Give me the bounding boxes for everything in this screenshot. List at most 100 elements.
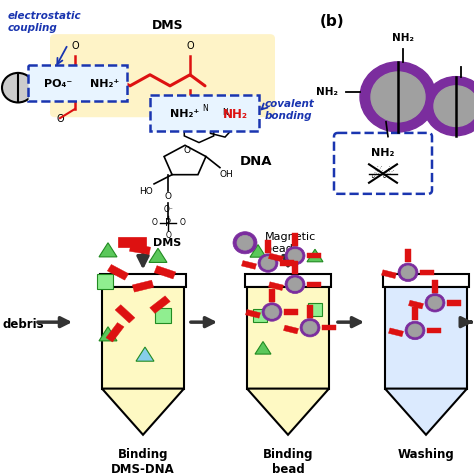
Bar xyxy=(155,308,171,323)
Text: O⁻: O⁻ xyxy=(163,205,173,214)
Circle shape xyxy=(233,232,257,254)
Polygon shape xyxy=(99,243,117,257)
Text: debris: debris xyxy=(2,319,44,331)
FancyBboxPatch shape xyxy=(334,133,432,194)
Polygon shape xyxy=(247,287,329,389)
Text: O: O xyxy=(186,41,194,51)
Circle shape xyxy=(258,254,278,272)
Text: OH: OH xyxy=(219,171,233,180)
Text: PO₄⁻: PO₄⁻ xyxy=(44,79,72,89)
Polygon shape xyxy=(250,245,266,257)
Bar xyxy=(389,328,403,337)
Text: NH₂: NH₂ xyxy=(371,148,395,158)
Text: Binding
bead: Binding bead xyxy=(263,447,313,474)
Polygon shape xyxy=(385,389,467,435)
Circle shape xyxy=(261,256,275,270)
Bar xyxy=(241,261,256,269)
Text: NH₂: NH₂ xyxy=(316,87,338,97)
Bar xyxy=(115,305,135,323)
Text: (b): (b) xyxy=(320,14,345,29)
Bar xyxy=(283,325,299,334)
Bar xyxy=(245,274,331,287)
Circle shape xyxy=(285,246,305,265)
Circle shape xyxy=(434,86,474,127)
Bar xyxy=(100,274,186,287)
Polygon shape xyxy=(99,327,117,341)
Bar xyxy=(129,244,151,255)
Bar xyxy=(280,260,294,266)
Text: ☄☄: ☄☄ xyxy=(371,166,395,181)
Bar xyxy=(268,253,283,262)
Text: N: N xyxy=(222,108,228,117)
Bar xyxy=(383,274,469,287)
Bar xyxy=(292,261,298,274)
Polygon shape xyxy=(385,287,467,389)
Text: Washing: Washing xyxy=(398,447,455,461)
Circle shape xyxy=(265,306,279,319)
Text: O: O xyxy=(56,114,64,124)
Circle shape xyxy=(2,73,34,102)
Circle shape xyxy=(288,249,302,262)
Bar xyxy=(154,265,176,279)
Bar xyxy=(97,274,113,289)
Text: NH₂⁺: NH₂⁺ xyxy=(91,79,119,89)
Text: O: O xyxy=(171,114,179,124)
Polygon shape xyxy=(149,248,167,263)
Circle shape xyxy=(360,62,436,132)
Polygon shape xyxy=(136,347,154,361)
Bar xyxy=(107,264,128,280)
Text: NH₂: NH₂ xyxy=(392,33,414,44)
Circle shape xyxy=(424,77,474,136)
Text: electrostatic
coupling: electrostatic coupling xyxy=(8,11,82,34)
Bar xyxy=(118,237,146,247)
Bar xyxy=(322,325,336,330)
Text: DNA: DNA xyxy=(240,155,273,168)
FancyBboxPatch shape xyxy=(50,34,275,117)
Circle shape xyxy=(408,324,422,337)
Bar xyxy=(307,282,321,287)
Polygon shape xyxy=(307,249,323,262)
Text: O: O xyxy=(179,219,185,228)
Circle shape xyxy=(425,293,445,312)
Bar xyxy=(265,240,271,253)
Bar xyxy=(307,253,321,258)
Polygon shape xyxy=(102,287,184,389)
Bar xyxy=(420,270,434,275)
Circle shape xyxy=(405,321,425,340)
Text: NH₂⁺: NH₂⁺ xyxy=(170,109,200,119)
Polygon shape xyxy=(255,342,271,354)
Bar xyxy=(427,328,441,333)
Text: O: O xyxy=(164,192,172,201)
Circle shape xyxy=(371,72,425,122)
Bar xyxy=(246,310,261,318)
Text: DMS: DMS xyxy=(153,238,181,248)
Polygon shape xyxy=(102,389,184,435)
Polygon shape xyxy=(247,389,329,435)
Bar xyxy=(284,309,298,315)
FancyBboxPatch shape xyxy=(150,95,259,131)
Bar xyxy=(106,323,124,342)
Bar xyxy=(268,282,283,291)
Bar xyxy=(447,300,461,306)
Text: covalent
bonding: covalent bonding xyxy=(265,99,315,121)
Bar xyxy=(382,270,397,279)
Bar xyxy=(412,307,418,320)
Circle shape xyxy=(262,303,282,321)
Circle shape xyxy=(401,266,415,279)
Text: N: N xyxy=(202,104,208,113)
Circle shape xyxy=(237,236,253,250)
Text: NH₂: NH₂ xyxy=(222,108,247,121)
Text: DMS: DMS xyxy=(152,19,184,32)
Bar xyxy=(308,303,322,316)
Bar xyxy=(432,280,438,292)
Text: O: O xyxy=(183,146,191,155)
Circle shape xyxy=(285,275,305,293)
FancyBboxPatch shape xyxy=(28,64,127,100)
Bar xyxy=(269,289,275,302)
Circle shape xyxy=(398,263,418,282)
Circle shape xyxy=(300,319,320,337)
Text: O: O xyxy=(71,41,79,51)
Text: Magnetic
bead: Magnetic bead xyxy=(265,232,316,254)
Circle shape xyxy=(288,278,302,291)
Text: O: O xyxy=(165,231,171,240)
